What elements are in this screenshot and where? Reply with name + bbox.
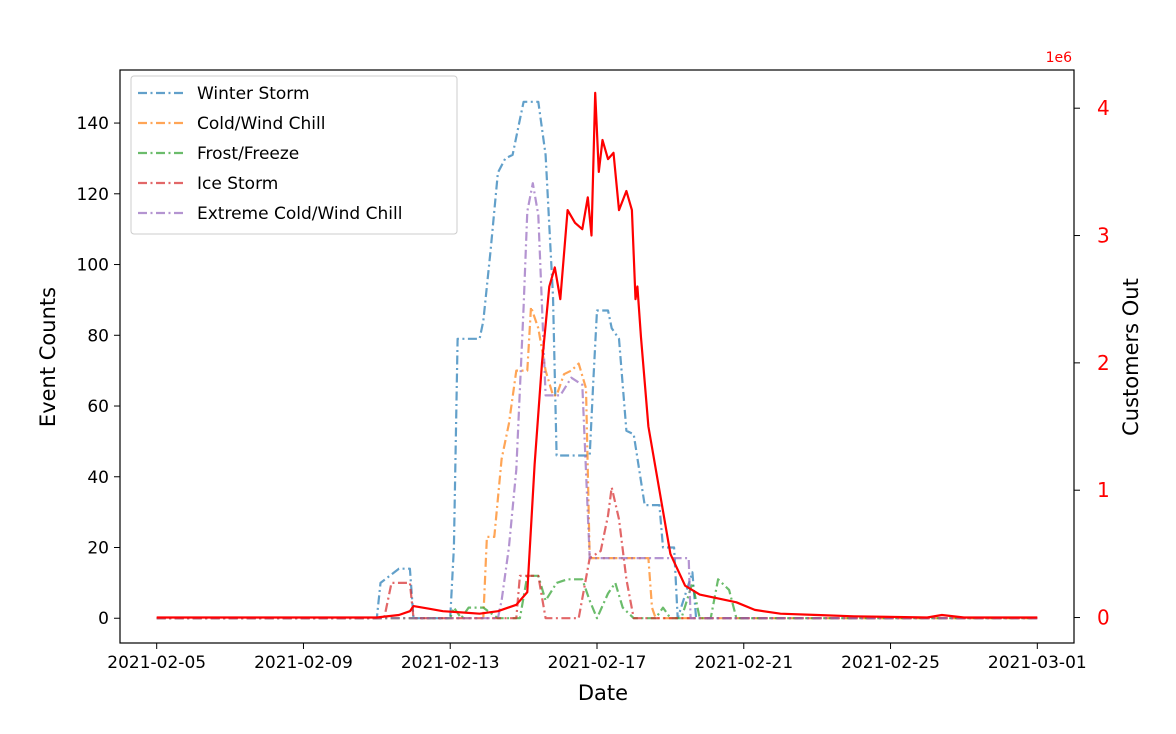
legend-label-3: Ice Storm xyxy=(197,174,278,194)
y2-tick-label-1: 1 xyxy=(1097,478,1110,502)
legend-label-0: Winter Storm xyxy=(197,84,310,104)
legend-label-4: Extreme Cold/Wind Chill xyxy=(197,204,402,224)
series-line-3 xyxy=(156,486,1038,620)
series-line-2 xyxy=(156,574,1038,620)
plot-lines xyxy=(156,91,1038,620)
x-tick-label-4: 2021-02-21 xyxy=(694,653,793,673)
x-tick-label-0: 2021-02-05 xyxy=(107,653,206,673)
y-axis-label: Event Counts xyxy=(36,287,60,427)
y2-tick-label-3: 3 xyxy=(1097,224,1110,248)
x-tick-label-6: 2021-03-01 xyxy=(988,653,1087,673)
x-tick-label-2: 2021-02-13 xyxy=(401,653,500,673)
series-line-0 xyxy=(156,100,1038,620)
y2-offset-text: 1e6 xyxy=(1046,50,1073,66)
y2-tick-label-2: 2 xyxy=(1097,351,1110,375)
y-tick-label-1: 20 xyxy=(87,539,109,559)
y-tick-label-5: 100 xyxy=(77,256,109,276)
series-line-5 xyxy=(156,91,1038,619)
x-tick-label-5: 2021-02-25 xyxy=(841,653,940,673)
y-axis-left: 0 20 40 60 80 100 120 140 xyxy=(77,114,120,629)
y2-axis-label: Customers Out xyxy=(1119,278,1143,436)
x-tick-label-3: 2021-02-17 xyxy=(548,653,647,673)
y2-tick-label-4: 4 xyxy=(1097,96,1110,120)
legend-label-2: Frost/Freeze xyxy=(197,144,299,164)
series-line-4 xyxy=(156,182,1038,620)
y-tick-label-3: 60 xyxy=(87,397,109,417)
y-tick-label-6: 120 xyxy=(77,185,109,205)
legend: Winter Storm Cold/Wind Chill Frost/Freeze I… xyxy=(130,75,458,235)
legend-frame xyxy=(130,75,458,235)
legend-label-1: Cold/Wind Chill xyxy=(197,114,325,134)
y-axis-right: 0 1 2 3 4 xyxy=(1074,96,1110,630)
x-axis-label: Date xyxy=(578,681,628,705)
y-tick-label-0: 0 xyxy=(98,609,109,629)
y-tick-label-2: 40 xyxy=(87,468,109,488)
x-axis: 2021-02-05 2021-02-09 2021-02-13 2021-02-17… xyxy=(107,643,1087,673)
series-line-1 xyxy=(156,305,1038,620)
x-tick-label-1: 2021-02-09 xyxy=(254,653,353,673)
y-tick-label-4: 80 xyxy=(87,326,109,346)
y2-tick-label-0: 0 xyxy=(1097,606,1110,630)
y-tick-label-7: 140 xyxy=(77,114,109,134)
